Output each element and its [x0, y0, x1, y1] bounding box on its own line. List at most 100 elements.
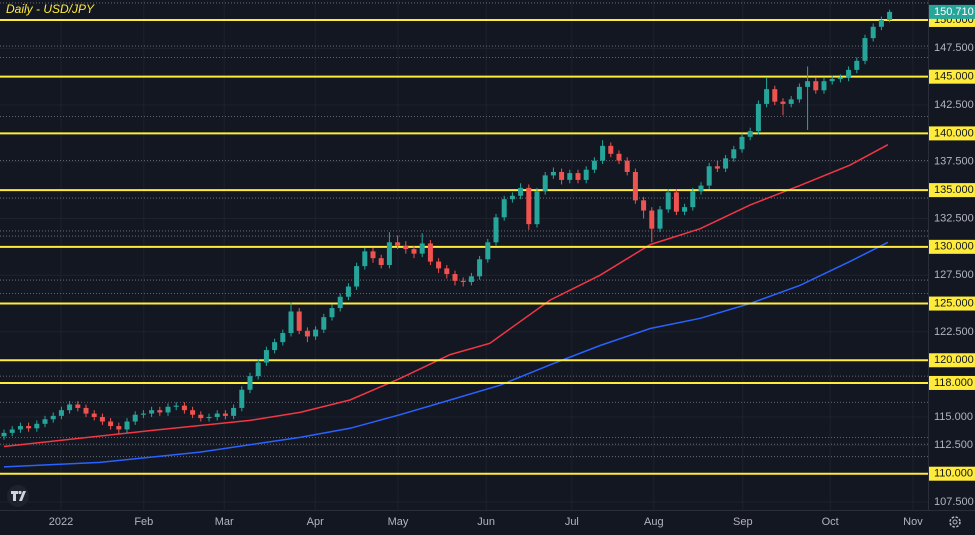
level-label-box [929, 353, 975, 368]
candle-body [165, 406, 171, 413]
gear[interactable] [949, 516, 961, 528]
level-label: 140.000 [934, 127, 974, 139]
candle-body [772, 89, 778, 102]
candle-body [887, 11, 893, 20]
candle-body [468, 276, 474, 282]
candle-body [313, 329, 319, 337]
candle-body [345, 286, 351, 297]
logo [7, 485, 29, 507]
candle-body [747, 131, 753, 137]
candle-body [805, 81, 811, 87]
candle-body [608, 145, 614, 154]
candle-body [75, 404, 81, 408]
candle-body [616, 153, 622, 161]
candle-body [427, 243, 433, 262]
y-tick-label: 147.500 [934, 42, 974, 54]
candle-body [34, 423, 40, 429]
x-tick-label: Apr [307, 516, 324, 528]
candle-body [9, 429, 15, 433]
candle-body [280, 333, 286, 343]
level-label-box [929, 466, 975, 481]
candle-body [263, 350, 269, 363]
candle-body [411, 249, 417, 254]
candle-body [378, 258, 384, 265]
candle-body [591, 160, 597, 170]
plot-layer [0, 0, 928, 510]
x-tick-label: Sep [733, 516, 753, 528]
candle-body [132, 414, 138, 422]
candle-body [108, 421, 114, 427]
candle-body [509, 195, 515, 200]
chart-title: Daily - USD/JPY [6, 2, 95, 16]
y-tick-label: 107.500 [934, 496, 974, 508]
candle-body [99, 416, 105, 422]
candle-body [362, 251, 368, 267]
candle-body [124, 421, 130, 430]
candle-body [255, 362, 261, 377]
logo-badge [7, 485, 29, 507]
settings-icon[interactable] [949, 516, 961, 528]
candle-body [58, 410, 64, 416]
candle-body [600, 145, 606, 161]
candle-body [460, 280, 466, 282]
candle-body [296, 311, 302, 331]
candle-body [50, 415, 56, 420]
candle-body [567, 173, 573, 180]
level-label-box [929, 239, 975, 254]
level-label: 145.000 [934, 71, 974, 83]
candle-body [181, 405, 187, 411]
x-tick-label: Aug [644, 516, 664, 528]
candle-body [575, 173, 581, 180]
candle-body [682, 207, 688, 212]
candle-body [854, 60, 860, 70]
candle-body [304, 330, 310, 337]
y-tick-label: 132.500 [934, 212, 974, 224]
gear-center[interactable] [952, 519, 958, 525]
y-axis-labels: 107.500 112.500 115.000 122.500 127.500 132.5… [929, 4, 975, 508]
level-label: 120.000 [934, 354, 974, 366]
last-price-box [929, 4, 975, 19]
candle-body [337, 296, 343, 309]
x-tick-label: May [388, 516, 409, 528]
candle-body [739, 136, 745, 150]
candle-body [354, 266, 360, 287]
candle-body [829, 78, 835, 82]
level-label: 135.000 [934, 184, 974, 196]
moving-average [3, 144, 889, 448]
candle-body [247, 376, 253, 390]
candle-body [485, 242, 491, 260]
y-tick-label: 127.500 [934, 269, 974, 281]
candle-body [395, 242, 401, 246]
candle-body [780, 101, 786, 104]
candle-body [878, 19, 884, 27]
candle-body [837, 77, 843, 79]
candle-body [436, 261, 442, 269]
candle-body [559, 171, 565, 180]
level-label-box [929, 126, 975, 141]
candle-body [813, 81, 819, 91]
last-price-label: 150.710 [934, 6, 974, 18]
candle-body [444, 268, 450, 275]
candle-body [493, 217, 499, 243]
candle-body [403, 245, 409, 250]
candle-body [723, 158, 729, 169]
candle-body [862, 38, 868, 61]
candle-body [534, 191, 540, 225]
y-tick-label: 122.500 [934, 326, 974, 338]
candle-body [239, 389, 245, 408]
x-tick-label: 2022 [49, 516, 73, 528]
candle-body [583, 169, 589, 180]
candle-body [214, 413, 220, 417]
candle-body [321, 317, 327, 330]
level-label: 118.000 [934, 377, 973, 389]
candle-body [149, 410, 155, 414]
y-tick-label: 115.000 [934, 411, 973, 423]
candle-body [370, 251, 376, 259]
x-tick-label: Mar [215, 516, 234, 528]
moving-average [3, 241, 889, 468]
candle-body [846, 69, 852, 78]
candle-body [140, 413, 146, 415]
candle-body [714, 166, 720, 169]
logo-part [19, 491, 26, 501]
